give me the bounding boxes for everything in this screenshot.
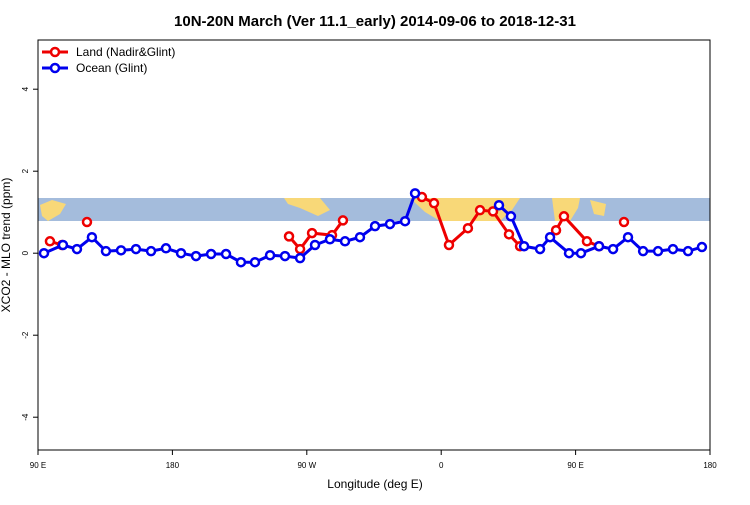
y-axis-label: XCO2 - MLO trend (ppm) bbox=[0, 178, 13, 313]
point bbox=[682, 245, 694, 257]
legend-label: Ocean (Glint) bbox=[76, 61, 147, 75]
point bbox=[607, 243, 619, 255]
point bbox=[384, 218, 396, 230]
point bbox=[399, 215, 411, 227]
legend-marker bbox=[49, 46, 61, 58]
point bbox=[534, 243, 546, 255]
y-tick-label: 2 bbox=[21, 168, 30, 173]
point bbox=[249, 256, 261, 268]
point bbox=[696, 241, 708, 253]
point bbox=[264, 250, 276, 261]
point bbox=[205, 248, 217, 260]
x-tick-label: 90 W bbox=[297, 461, 316, 470]
point bbox=[115, 245, 127, 256]
point bbox=[487, 206, 499, 217]
point bbox=[44, 236, 56, 247]
point bbox=[581, 236, 593, 247]
point bbox=[145, 245, 157, 257]
point bbox=[160, 243, 172, 254]
point bbox=[337, 215, 349, 226]
point bbox=[505, 211, 517, 222]
point bbox=[369, 220, 381, 232]
point bbox=[618, 216, 630, 228]
point bbox=[294, 252, 306, 264]
x-tick-label: 90 E bbox=[30, 461, 46, 470]
point bbox=[175, 247, 187, 259]
x-axis-label: Longitude (deg E) bbox=[327, 477, 422, 491]
legend-marker bbox=[49, 62, 61, 74]
point bbox=[462, 222, 474, 234]
point bbox=[622, 231, 634, 243]
point bbox=[493, 199, 505, 211]
point bbox=[550, 224, 562, 236]
point bbox=[283, 231, 295, 242]
point bbox=[57, 239, 69, 251]
point bbox=[575, 247, 587, 259]
point bbox=[667, 243, 679, 255]
y-tick-label: 0 bbox=[21, 250, 30, 255]
chart-title: 10N-20N March (Ver 11.1_early) 2014-09-0… bbox=[174, 13, 576, 30]
map-ocean bbox=[38, 198, 710, 221]
y-tick-label: -2 bbox=[21, 331, 30, 339]
y-tick-label: -4 bbox=[21, 413, 30, 421]
point bbox=[38, 247, 50, 259]
point bbox=[339, 236, 351, 247]
map-strip bbox=[38, 198, 710, 221]
point bbox=[428, 197, 440, 209]
x-tick-label: 180 bbox=[166, 461, 180, 470]
map-land bbox=[590, 200, 606, 216]
point bbox=[294, 243, 306, 255]
plot-frame bbox=[37, 39, 711, 451]
point bbox=[443, 239, 455, 251]
point bbox=[324, 234, 336, 245]
point bbox=[593, 240, 605, 252]
legend-label: Land (Nadir&Glint) bbox=[76, 45, 175, 59]
map-land bbox=[284, 198, 330, 216]
point bbox=[652, 245, 664, 257]
point bbox=[409, 188, 421, 199]
point bbox=[503, 229, 515, 240]
x-tick-label: 180 bbox=[703, 461, 717, 470]
map-land bbox=[40, 200, 66, 221]
point bbox=[279, 250, 291, 262]
x-tick-label: 90 E bbox=[567, 461, 583, 470]
point bbox=[474, 204, 486, 216]
point bbox=[130, 243, 142, 255]
x-tick-label: 0 bbox=[439, 461, 444, 470]
point bbox=[306, 227, 318, 239]
point bbox=[309, 239, 321, 251]
point bbox=[563, 247, 575, 259]
point bbox=[86, 231, 98, 243]
point bbox=[190, 250, 202, 262]
point bbox=[544, 231, 556, 243]
point bbox=[100, 245, 112, 257]
point bbox=[518, 240, 530, 252]
point bbox=[71, 243, 83, 255]
point bbox=[637, 245, 649, 257]
point bbox=[220, 248, 232, 260]
point bbox=[558, 211, 570, 222]
y-tick-label: 4 bbox=[21, 86, 30, 91]
point bbox=[235, 256, 247, 268]
point bbox=[354, 231, 366, 243]
point bbox=[81, 216, 93, 228]
